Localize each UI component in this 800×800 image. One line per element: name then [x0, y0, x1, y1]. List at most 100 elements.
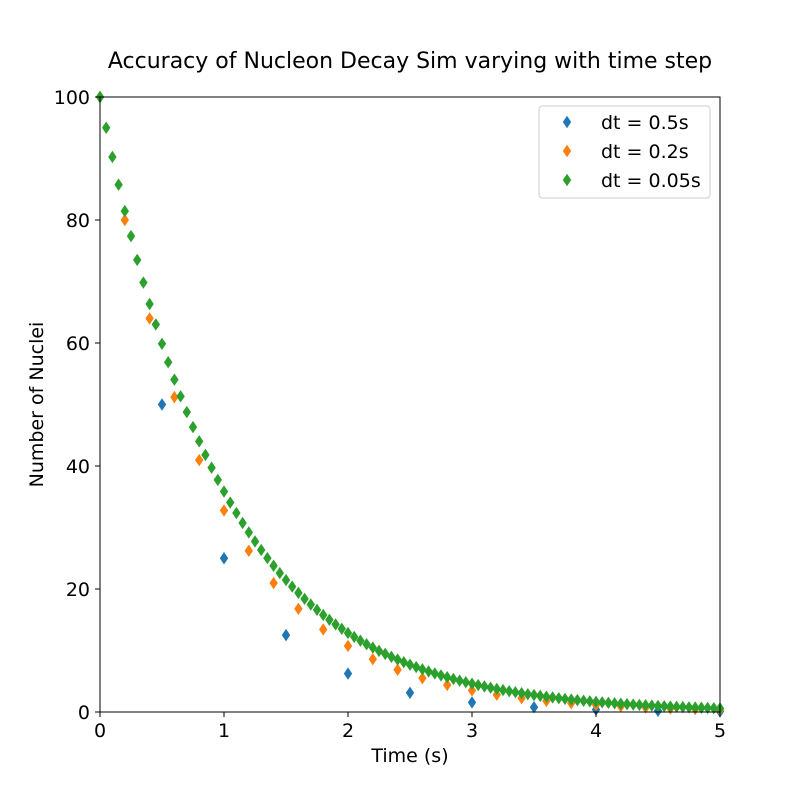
legend-marker: [562, 115, 572, 129]
series-2-point: [312, 603, 322, 617]
series-1-point: [418, 671, 427, 685]
x-tick-label: 1: [218, 720, 230, 742]
series-2-point: [653, 699, 663, 713]
series-1-point: [443, 678, 452, 692]
series-2-point: [697, 701, 706, 714]
series-1-point: [269, 576, 278, 590]
series-2-point: [263, 551, 272, 565]
legend-label: dt = 0.05s: [601, 170, 701, 192]
legend: dt = 0.5s dt = 0.2s dt = 0.05s: [538, 105, 711, 199]
series-2-point: [604, 696, 613, 710]
series-0-point: [405, 686, 415, 699]
series-2-point: [455, 674, 464, 687]
series-0-point: [157, 398, 167, 411]
series-0-point: [281, 628, 291, 642]
series-2-point: [114, 178, 123, 191]
series-2-point: [418, 663, 427, 676]
series-2-point: [319, 608, 328, 622]
series-2-point: [443, 670, 452, 684]
series-2-point: [616, 697, 625, 710]
series-2-point: [126, 229, 136, 243]
series-2-point: [641, 699, 650, 712]
series-1-point: [145, 312, 154, 325]
series-2-point: [703, 701, 712, 715]
x-axis-label: Time (s): [370, 745, 448, 767]
y-tick-label: 80: [66, 210, 90, 232]
series-2-point: [486, 681, 495, 694]
legend-box: [538, 105, 711, 199]
series-2-point: [585, 695, 594, 708]
series-1-point: [294, 602, 303, 616]
series-2-point: [133, 253, 142, 267]
series-1-point: [195, 453, 204, 467]
series-1-point: [368, 652, 377, 666]
series-0-point: [467, 696, 477, 709]
series-2-point: [362, 638, 371, 651]
series-2-point: [269, 559, 278, 572]
series-1-point: [343, 639, 353, 653]
series-2-point: [517, 686, 526, 700]
y-tick-label: 20: [66, 579, 90, 601]
series-2-point: [350, 630, 359, 644]
series-2-point: [120, 204, 129, 218]
series-2-point: [281, 573, 291, 587]
y-tick-label: 100: [54, 87, 90, 109]
chart-title: Accuracy of Nucleon Decay Sim varying wi…: [108, 49, 712, 74]
series-2-point: [182, 405, 191, 419]
series-2-point: [337, 622, 346, 635]
plot-frame: [99, 96, 721, 713]
series-2-point: [108, 150, 117, 164]
series-1-point: [319, 623, 328, 636]
series-2-point: [102, 121, 111, 134]
series-2-point: [629, 698, 638, 711]
series-2-point: [157, 337, 167, 350]
series-2-point: [207, 461, 216, 474]
x-tick-label: 0: [94, 720, 106, 742]
series-2-point: [709, 701, 718, 715]
series-2-point: [573, 693, 582, 707]
series-2-point: [678, 700, 687, 714]
series-2-point: [598, 696, 607, 709]
x-tick-label: 4: [590, 720, 602, 742]
series-2-point: [548, 691, 557, 704]
y-axis: 0 20 40 60 80 100: [54, 87, 100, 724]
series-2-point: [591, 695, 601, 709]
series-2-point: [238, 516, 247, 530]
series-2-point: [275, 566, 284, 580]
series-2-point: [170, 373, 179, 386]
series-2-point: [505, 684, 514, 698]
series-2-point: [381, 647, 390, 661]
series-2-point: [461, 675, 470, 689]
series-2-point: [691, 701, 700, 714]
legend-marker: [562, 144, 572, 158]
series-2-point: [536, 689, 545, 703]
series-2-point: [176, 390, 185, 403]
series-2-point: [430, 667, 439, 680]
series-2-point: [219, 485, 229, 498]
series-2-point: [666, 700, 675, 713]
series-2-point: [213, 473, 222, 487]
series-0-point: [529, 700, 539, 714]
series-2-point: [288, 580, 297, 593]
series-2-point: [250, 535, 260, 548]
series-2-point: [343, 626, 353, 640]
y-tick-label: 60: [66, 333, 90, 355]
series-2-point: [387, 650, 396, 664]
series-2-point: [188, 420, 198, 434]
series-2-point: [331, 618, 340, 631]
x-tick-label: 2: [342, 720, 354, 742]
series-2-point: [554, 691, 563, 705]
series-2-point: [412, 660, 421, 674]
series-1-point: [120, 213, 129, 227]
series-2-point: [195, 435, 204, 448]
series-2-point: [393, 653, 402, 666]
series-2-point: [610, 697, 619, 710]
series-2-point: [672, 700, 681, 713]
series-2-point: [529, 688, 539, 702]
series-1-point: [219, 504, 229, 517]
series-0-point: [219, 552, 229, 565]
x-axis: 0 1 2 3 4 5: [94, 712, 726, 742]
series-2-point: [405, 658, 415, 671]
series-2-point: [492, 682, 501, 696]
series-2-point: [164, 355, 173, 369]
